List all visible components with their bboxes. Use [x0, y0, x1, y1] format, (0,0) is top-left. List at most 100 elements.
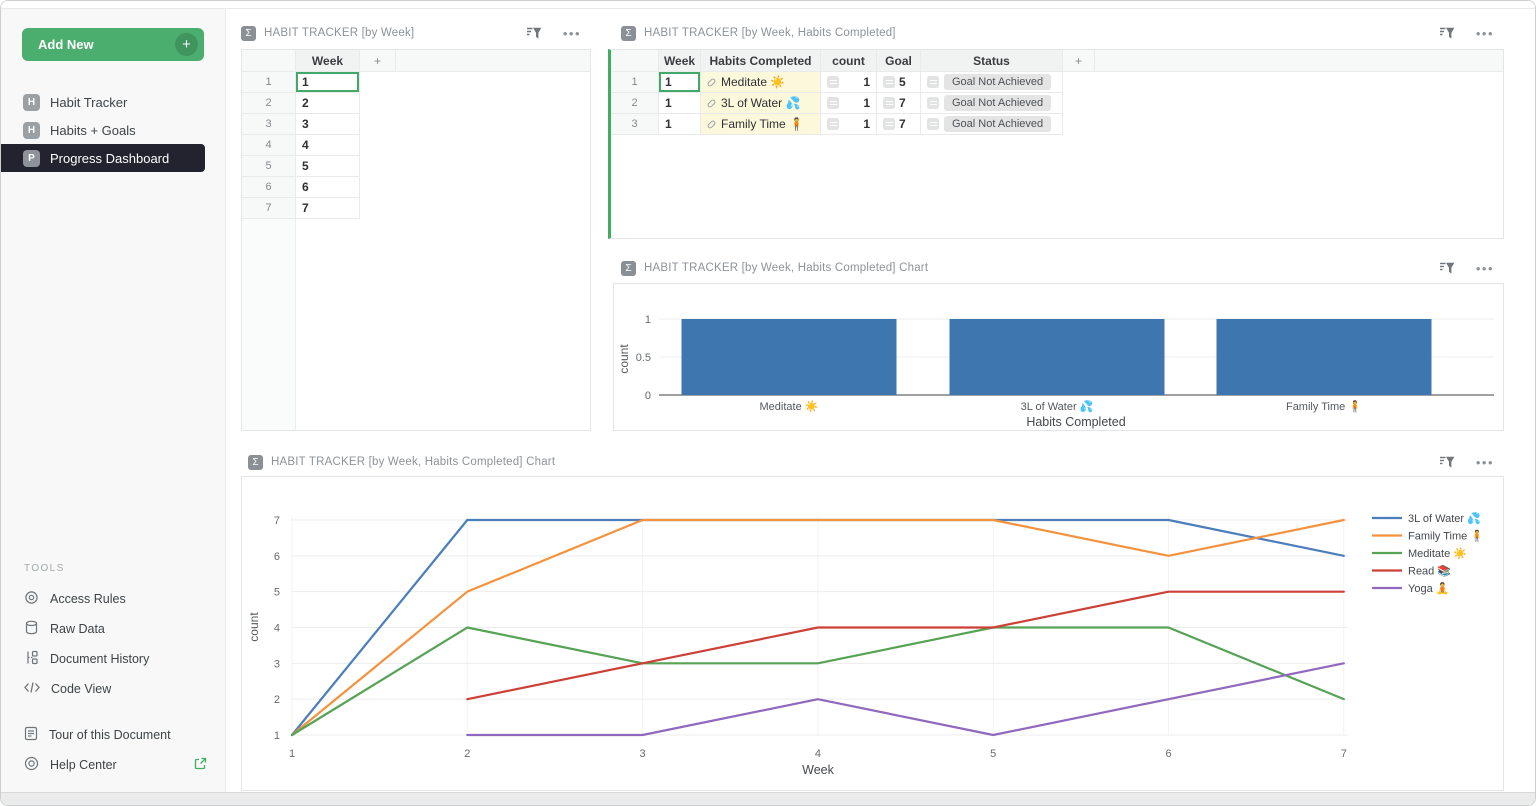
sidebar-item-habits-goals[interactable]: H Habits + Goals — [1, 116, 205, 144]
cell-habit[interactable]: Meditate ☀️ — [701, 72, 821, 93]
cell-status[interactable]: Goal Not Achieved — [921, 93, 1063, 114]
cell-value: 7 — [302, 201, 309, 215]
table2-header-row: Week Habits Completed count Goal Status + — [611, 50, 1503, 72]
row-number[interactable]: 4 — [242, 135, 296, 156]
more-options-icon[interactable]: ••• — [1475, 260, 1494, 276]
tool-item-code-view[interactable]: Code View — [1, 674, 225, 704]
add-new-button[interactable]: Add New + — [22, 28, 204, 61]
tool-item-label: Access Rules — [50, 592, 126, 606]
footer-tools-list: Tour of this Document Help Center — [1, 720, 225, 780]
row-number-header[interactable] — [611, 50, 659, 72]
cell-count[interactable]: 1 — [821, 72, 877, 93]
column-header-goal[interactable]: Goal — [877, 50, 921, 72]
row-number[interactable]: 6 — [242, 177, 296, 198]
cell-goal[interactable]: 5 — [877, 72, 921, 93]
row-number[interactable]: 1 — [242, 72, 296, 93]
x-tick-label: 3 — [640, 748, 646, 760]
link-icon — [706, 119, 717, 129]
column-header-count[interactable]: count — [821, 50, 877, 72]
sigma-icon[interactable]: Σ — [248, 454, 263, 470]
row-number-header[interactable] — [242, 50, 296, 72]
bar-0 — [681, 319, 897, 395]
row-number[interactable]: 2 — [242, 93, 296, 114]
line-chart-svg: 1 2 3 4 5 6 7 1 2 3 4 5 6 7 Week count 3L of Water 💦 Fami… — [247, 511, 1484, 777]
cell-value: 5 — [302, 159, 309, 173]
tool-item-label: Raw Data — [50, 622, 105, 636]
tool-item-label: Help Center — [50, 758, 117, 772]
tool-item-raw-data[interactable]: Raw Data — [1, 614, 225, 644]
cell-week[interactable]: 1 — [659, 93, 701, 114]
habit-name: Meditate ☀️ — [721, 75, 786, 89]
sidebar-item-habit-tracker[interactable]: H Habit Tracker — [1, 88, 205, 116]
add-column-button[interactable]: + — [1063, 50, 1095, 72]
cell-week[interactable]: 1 — [659, 72, 701, 93]
cell-goal[interactable]: 7 — [877, 114, 921, 135]
sort-filter-icon[interactable] — [526, 26, 542, 40]
x-axis-label: Habits Completed — [1026, 415, 1125, 429]
sort-filter-icon[interactable] — [1439, 455, 1455, 469]
more-options-icon[interactable]: ••• — [562, 25, 581, 41]
table1-header-row: Week + — [242, 50, 590, 72]
row-number[interactable]: 3 — [242, 114, 296, 135]
tool-item-document-history[interactable]: Document History — [1, 644, 225, 674]
column-header-status[interactable]: Status — [921, 50, 1063, 72]
status-badge: Goal Not Achieved — [944, 116, 1052, 132]
cell-week[interactable]: 4 — [296, 135, 360, 156]
x-category-label: 3L of Water 💦 — [1021, 399, 1094, 413]
column-header-week[interactable]: Week — [659, 50, 701, 72]
cell-habit[interactable]: 3L of Water 💦 — [701, 93, 821, 114]
sigma-icon[interactable]: Σ — [621, 260, 636, 276]
cell-status[interactable]: Goal Not Achieved — [921, 72, 1063, 93]
row-number[interactable]: 7 — [242, 198, 296, 219]
line-series-read- — [466, 590, 1345, 701]
code-icon — [24, 681, 40, 697]
row-number[interactable]: 2 — [611, 93, 659, 114]
external-link-icon[interactable] — [194, 757, 207, 773]
cell-week[interactable]: 1 — [659, 114, 701, 135]
y-tick-label: 0 — [645, 390, 651, 402]
add-column-button[interactable]: + — [360, 50, 396, 72]
cell-habit[interactable]: Family Time 🧍 — [701, 114, 821, 135]
habit-name: 3L of Water 💦 — [721, 96, 801, 110]
row-number[interactable]: 1 — [611, 72, 659, 93]
row-number[interactable]: 3 — [611, 114, 659, 135]
cell-week[interactable]: 3 — [296, 114, 360, 135]
sigma-icon[interactable]: Σ — [621, 25, 636, 41]
help-icon — [24, 756, 39, 774]
window-top-strip — [1, 1, 1535, 9]
y-tick-label: 3 — [274, 658, 280, 670]
legend-label: 3L of Water 💦 — [1408, 511, 1481, 525]
cell-week[interactable]: 1 — [296, 72, 360, 93]
sidebar: Add New + H Habit Tracker H Habits + Goals P… — [1, 9, 226, 792]
column-header-habit[interactable]: Habits Completed — [701, 50, 821, 72]
cell-week[interactable]: 7 — [296, 198, 360, 219]
cell-count[interactable]: 1 — [821, 114, 877, 135]
sort-filter-icon[interactable] — [1439, 261, 1455, 275]
tool-item-tour-of-this-document[interactable]: Tour of this Document — [1, 720, 225, 750]
cell-week[interactable]: 5 — [296, 156, 360, 177]
y-tick-label: 2 — [274, 694, 280, 706]
sidebar-item-progress-dashboard[interactable]: P Progress Dashboard — [1, 144, 205, 172]
table1-grid: Week +1 1 2 2 3 3 4 4 5 5 6 6 7 7 — [242, 50, 590, 219]
tool-item-access-rules[interactable]: Access Rules — [1, 584, 225, 614]
formula-chip-icon — [883, 97, 895, 109]
x-tick-label: 4 — [815, 748, 821, 760]
more-options-icon[interactable]: ••• — [1475, 454, 1494, 470]
cell-week[interactable]: 2 — [296, 93, 360, 114]
cell-week[interactable]: 6 — [296, 177, 360, 198]
sort-filter-icon[interactable] — [1439, 26, 1455, 40]
cell-status[interactable]: Goal Not Achieved — [921, 114, 1063, 135]
tool-item-label: Code View — [51, 682, 112, 696]
y-axis-label: count — [617, 344, 631, 374]
tool-item-help-center[interactable]: Help Center — [1, 750, 225, 780]
more-options-icon[interactable]: ••• — [1475, 25, 1494, 41]
column-header-week[interactable]: Week — [296, 50, 360, 72]
row-number[interactable]: 5 — [242, 156, 296, 177]
cell-count[interactable]: 1 — [821, 93, 877, 114]
sidebar-item-label: Progress Dashboard — [50, 150, 170, 166]
cell-goal[interactable]: 7 — [877, 93, 921, 114]
sigma-icon[interactable]: Σ — [241, 25, 256, 41]
plus-icon: + — [175, 33, 198, 56]
